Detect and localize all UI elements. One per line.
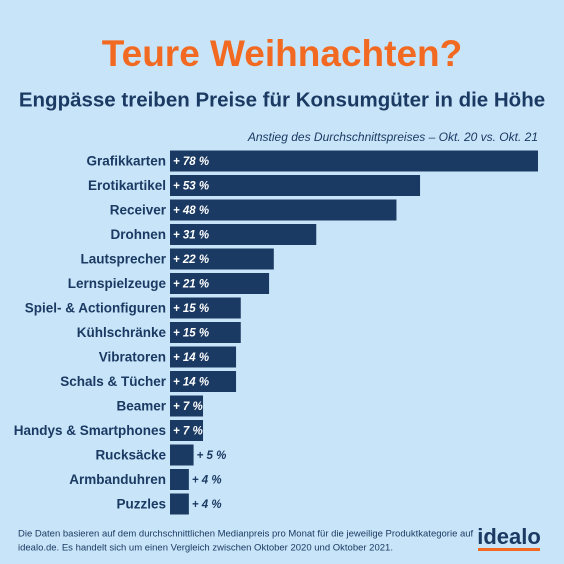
category-label: Erotikartikel xyxy=(88,178,166,193)
category-label: Drohnen xyxy=(111,227,167,242)
logo: idealo xyxy=(477,524,541,549)
bar xyxy=(170,493,189,515)
bar xyxy=(170,199,397,221)
bar xyxy=(170,322,241,343)
category-label: Grafikkarten xyxy=(86,154,166,169)
category-label: Armbanduhren xyxy=(69,472,166,487)
value-label: + 5 % xyxy=(197,450,227,462)
value-label: + 22 % xyxy=(173,254,209,266)
bar xyxy=(170,150,538,172)
bar xyxy=(170,273,270,294)
category-label: Beamer xyxy=(116,399,166,414)
value-label: + 7 % xyxy=(173,401,203,413)
category-label: Puzzles xyxy=(116,497,166,512)
category-label: Lernspielzeuge xyxy=(68,276,167,291)
value-label: + 15 % xyxy=(173,303,209,315)
note: Anstieg des Durchschnittspreises – Okt. … xyxy=(247,130,538,144)
category-label: Vibratoren xyxy=(99,350,166,365)
value-label: + 14 % xyxy=(173,377,209,389)
value-label: + 14 % xyxy=(173,352,209,364)
chart-title: Teure Weihnachten? xyxy=(102,33,462,74)
bar xyxy=(170,371,237,392)
bar xyxy=(170,297,241,319)
category-label: Spiel- & Actionfiguren xyxy=(25,301,166,316)
value-label: + 78 % xyxy=(173,156,209,168)
value-label: + 53 % xyxy=(173,181,209,193)
bar xyxy=(170,469,189,490)
category-label: Schals & Tücher xyxy=(60,374,167,389)
logo-underline xyxy=(478,548,540,551)
category-label: Lautsprecher xyxy=(80,252,166,267)
value-label: + 15 % xyxy=(173,328,209,340)
value-label: + 4 % xyxy=(192,499,222,511)
bar xyxy=(170,444,194,466)
footnote: idealo.de. Es handelt sich um einen Verg… xyxy=(18,543,393,554)
chart-subtitle: Engpässe treiben Preise für Konsumgüter … xyxy=(19,88,545,111)
bar xyxy=(170,346,237,368)
footnote: Die Daten basieren auf dem durchschnittl… xyxy=(18,529,474,540)
category-label: Rucksäcke xyxy=(95,448,166,463)
bar xyxy=(170,420,204,441)
value-label: + 21 % xyxy=(173,279,209,291)
bar xyxy=(170,395,204,417)
value-label: + 31 % xyxy=(173,230,209,242)
category-label: Handys & Smartphones xyxy=(14,423,166,438)
bar xyxy=(170,224,317,245)
bar xyxy=(170,175,421,196)
category-label: Kühlschränke xyxy=(77,325,167,340)
value-label: + 4 % xyxy=(192,475,222,487)
category-label: Receiver xyxy=(110,203,167,218)
value-label: + 7 % xyxy=(173,426,203,438)
bar xyxy=(170,248,274,270)
value-label: + 48 % xyxy=(173,205,209,217)
